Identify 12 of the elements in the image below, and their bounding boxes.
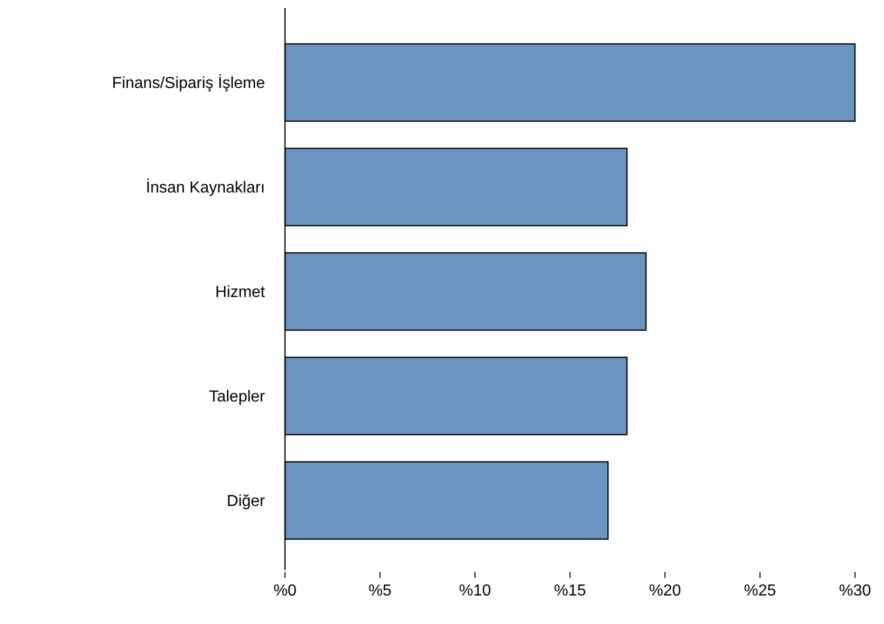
x-tick-label: %15	[554, 582, 586, 600]
x-tick-label: %0	[273, 582, 297, 600]
y-tick-label: Diğer	[226, 493, 266, 510]
y-tick-label: İnsan Kaynakları	[146, 178, 265, 197]
y-tick-label: Hizmet	[215, 284, 266, 302]
x-tick-label: %25	[744, 582, 776, 600]
y-tick-label: Talepler	[208, 388, 266, 406]
x-tick-label: %10	[458, 582, 492, 600]
x-tick-label: %30	[838, 582, 872, 600]
x-tick-label: %5	[368, 582, 392, 600]
y-tick-label: Finans/Sipariş İşleme	[112, 74, 266, 92]
x-tick-label: %20	[648, 582, 682, 600]
